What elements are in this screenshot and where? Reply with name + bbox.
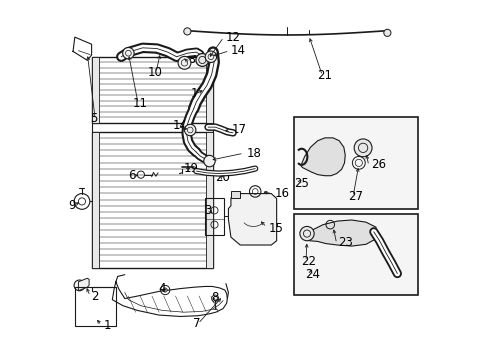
Text: 19: 19 [183, 162, 198, 175]
Polygon shape [78, 278, 89, 291]
Bar [205, 132, 213, 267]
Circle shape [183, 28, 190, 35]
Bar [205, 57, 213, 123]
Text: 23: 23 [337, 236, 352, 249]
Circle shape [353, 139, 371, 157]
Circle shape [163, 288, 167, 292]
Circle shape [184, 124, 196, 136]
Text: 18: 18 [246, 147, 261, 160]
Polygon shape [305, 220, 376, 246]
Text: 14: 14 [230, 44, 245, 57]
Bar [91, 57, 99, 123]
Text: 14: 14 [172, 119, 187, 132]
Text: 20: 20 [215, 171, 230, 184]
Circle shape [178, 57, 190, 69]
Circle shape [122, 48, 134, 59]
Text: 3: 3 [204, 204, 211, 217]
Bar [91, 57, 213, 123]
Polygon shape [228, 194, 276, 245]
Text: 17: 17 [231, 123, 246, 136]
Text: 11: 11 [133, 97, 148, 110]
Text: 7: 7 [192, 317, 200, 330]
Bar [91, 132, 213, 267]
Circle shape [299, 226, 313, 241]
Text: 12: 12 [225, 31, 241, 44]
Circle shape [205, 51, 216, 63]
Text: 13: 13 [190, 87, 204, 100]
Text: 18: 18 [182, 54, 197, 67]
Text: 10: 10 [147, 66, 162, 78]
Text: 6: 6 [128, 169, 136, 182]
Circle shape [196, 54, 208, 66]
Text: 1: 1 [103, 319, 111, 332]
Text: 4: 4 [158, 283, 165, 296]
Text: 26: 26 [370, 158, 386, 171]
Circle shape [203, 156, 215, 167]
Bar [293, 117, 417, 208]
Text: 9: 9 [69, 198, 76, 212]
Bar [205, 198, 224, 235]
Polygon shape [300, 138, 345, 176]
Bar [293, 213, 417, 295]
Bar [75, 287, 116, 327]
Text: 22: 22 [300, 255, 315, 268]
Bar [230, 192, 240, 198]
Text: 24: 24 [305, 268, 320, 281]
Text: 15: 15 [268, 222, 283, 235]
Circle shape [383, 29, 390, 36]
Text: 27: 27 [347, 190, 363, 203]
Text: 8: 8 [211, 291, 219, 305]
Text: 16: 16 [274, 187, 289, 200]
Text: 5: 5 [90, 112, 97, 125]
Text: 25: 25 [293, 177, 308, 190]
Text: 2: 2 [91, 289, 99, 303]
Bar [91, 132, 99, 267]
Text: 21: 21 [316, 69, 331, 82]
